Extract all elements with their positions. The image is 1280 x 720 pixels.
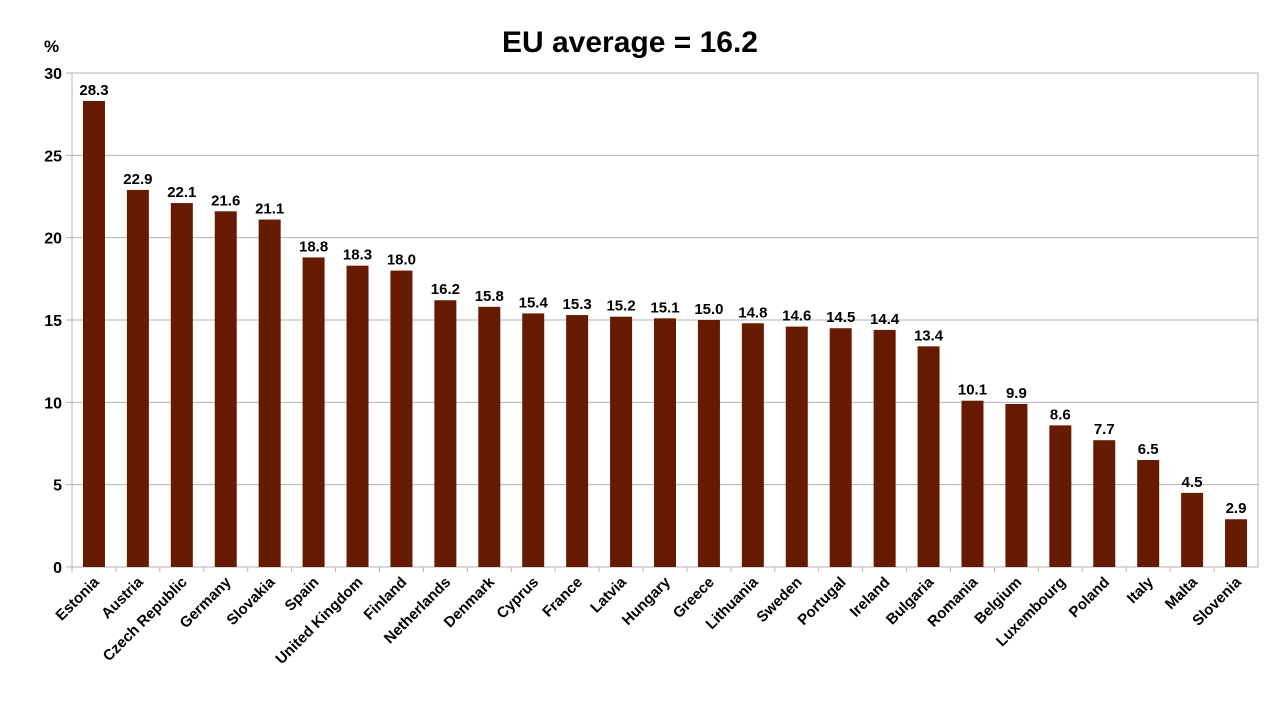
bar-ireland: [873, 329, 896, 567]
y-tick-label: 15: [44, 313, 62, 330]
value-label: 15.0: [694, 301, 723, 318]
value-label: 9.9: [1006, 385, 1027, 402]
x-tick-label: Latvia: [587, 573, 630, 616]
bar-czech-republic: [170, 203, 193, 567]
value-label: 2.9: [1226, 500, 1247, 517]
x-tick-label: Hungary: [619, 573, 675, 629]
value-label: 13.4: [914, 327, 944, 344]
y-tick-label: 20: [44, 231, 62, 248]
bar-spain: [302, 257, 325, 567]
y-tick-label: 10: [44, 395, 62, 412]
bar-latvia: [610, 316, 633, 567]
bar-france: [566, 315, 589, 567]
value-label: 15.8: [475, 288, 504, 305]
bar-estonia: [82, 100, 105, 567]
x-tick-label: Spain: [282, 574, 323, 615]
value-label: 8.6: [1050, 406, 1071, 423]
value-label: 18.3: [343, 247, 372, 264]
bar-greece: [697, 320, 720, 567]
y-axis-ticks: 0 5 10 15 20 25 30: [44, 66, 62, 577]
bar-denmark: [478, 306, 501, 567]
x-tick-label: Portugal: [794, 574, 849, 629]
bar-netherlands: [434, 300, 457, 567]
bar-poland: [1093, 440, 1116, 567]
y-tick-label: 30: [44, 66, 62, 83]
x-tick-label: Poland: [1066, 574, 1113, 621]
value-label: 4.5: [1182, 474, 1203, 491]
y-tick-label: 0: [53, 560, 62, 577]
bar-germany: [214, 211, 237, 567]
bar-belgium: [1005, 403, 1028, 567]
bar-sweden: [785, 326, 808, 567]
bars: [82, 100, 1248, 567]
value-label: 14.6: [782, 308, 811, 325]
y-tick-label: 5: [53, 478, 62, 495]
value-label: 15.3: [563, 296, 592, 313]
bar-slovakia: [258, 219, 281, 567]
bar-hungary: [654, 318, 676, 567]
value-labels: 28.3 22.9 22.1 21.6 21.1 18.8 18.3 18.0 16.2 15.8…: [79, 82, 1246, 517]
x-tick-label: Slovakia: [223, 573, 279, 629]
x-tick-label: Slovenia: [1189, 573, 1245, 629]
value-label: 16.2: [431, 281, 460, 298]
value-label: 22.1: [167, 184, 196, 201]
bar-italy: [1137, 459, 1160, 567]
x-tick-label: Cyprus: [493, 574, 542, 623]
value-label: 6.5: [1138, 441, 1159, 458]
value-label: 22.9: [123, 171, 152, 188]
bar-finland: [390, 270, 413, 567]
bar-luxembourg: [1049, 425, 1072, 567]
value-label: 21.1: [255, 201, 284, 218]
value-label: 15.2: [606, 298, 635, 315]
bar-malta: [1181, 492, 1204, 567]
value-label: 14.4: [870, 311, 900, 328]
bar-romania: [961, 400, 984, 567]
x-tick-label: Malta: [1162, 573, 1202, 613]
value-label: 10.1: [958, 382, 987, 399]
bar-bulgaria: [917, 346, 940, 567]
bar-austria: [126, 189, 149, 567]
bar-lithuania: [741, 323, 764, 567]
bar-slovenia: [1225, 519, 1248, 567]
chart-title: EU average = 16.2: [502, 26, 758, 59]
value-label: 18.0: [387, 252, 416, 269]
bar-united-kingdom: [346, 265, 369, 567]
bar-cyprus: [522, 313, 545, 567]
value-label: 15.4: [519, 294, 549, 311]
value-label: 14.8: [738, 304, 767, 321]
value-label: 18.8: [299, 238, 328, 255]
value-label: 7.7: [1094, 421, 1115, 438]
value-label: 15.1: [650, 299, 679, 316]
value-label: 21.6: [211, 192, 240, 209]
x-tick-label: Estonia: [52, 573, 103, 624]
x-tick-label: Italy: [1124, 573, 1158, 607]
x-tick-label: France: [539, 574, 586, 621]
y-axis-unit-label: %: [44, 37, 59, 56]
value-label: 28.3: [79, 82, 108, 99]
y-tick-label: 25: [44, 148, 62, 165]
bar-portugal: [829, 328, 852, 567]
value-label: 14.5: [826, 309, 855, 326]
